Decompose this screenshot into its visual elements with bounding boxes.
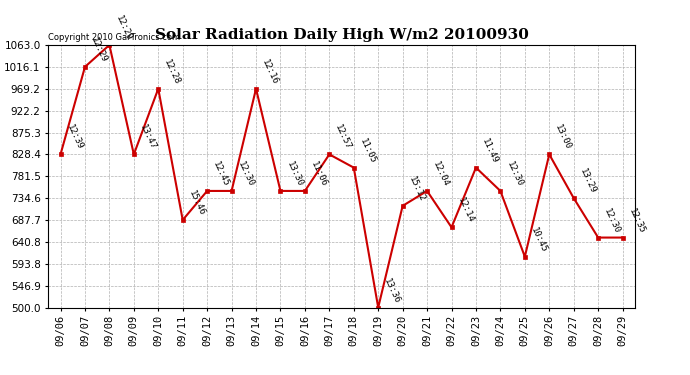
Text: 12:29: 12:29 <box>114 14 133 42</box>
Text: 12:28: 12:28 <box>162 58 182 86</box>
Text: 12:45: 12:45 <box>211 160 231 188</box>
Text: 12:35: 12:35 <box>627 207 647 235</box>
Title: Solar Radiation Daily High W/m2 20100930: Solar Radiation Daily High W/m2 20100930 <box>155 28 529 42</box>
Text: 11:49: 11:49 <box>480 136 500 165</box>
Text: 13:36: 13:36 <box>382 276 402 305</box>
Text: 13:29: 13:29 <box>578 167 598 195</box>
Text: 13:00: 13:00 <box>553 123 573 152</box>
Text: Copyright 2010 GarTronics.com: Copyright 2010 GarTronics.com <box>48 33 180 42</box>
Text: 12:57: 12:57 <box>333 123 353 152</box>
Text: 11:06: 11:06 <box>309 160 328 188</box>
Text: 13:47: 13:47 <box>138 123 157 152</box>
Text: 12:30: 12:30 <box>504 160 524 188</box>
Text: 15:46: 15:46 <box>187 189 206 217</box>
Text: 12:14: 12:14 <box>455 196 475 225</box>
Text: 12:04: 12:04 <box>431 160 451 188</box>
Text: 12:29: 12:29 <box>89 36 108 64</box>
Text: 12:30: 12:30 <box>602 207 622 235</box>
Text: 11:05: 11:05 <box>358 136 377 165</box>
Text: 12:16: 12:16 <box>260 58 279 86</box>
Text: 15:12: 15:12 <box>407 175 426 203</box>
Text: 12:39: 12:39 <box>65 123 84 152</box>
Text: 12:30: 12:30 <box>236 160 255 188</box>
Text: 13:30: 13:30 <box>284 160 304 188</box>
Text: 10:45: 10:45 <box>529 226 549 254</box>
